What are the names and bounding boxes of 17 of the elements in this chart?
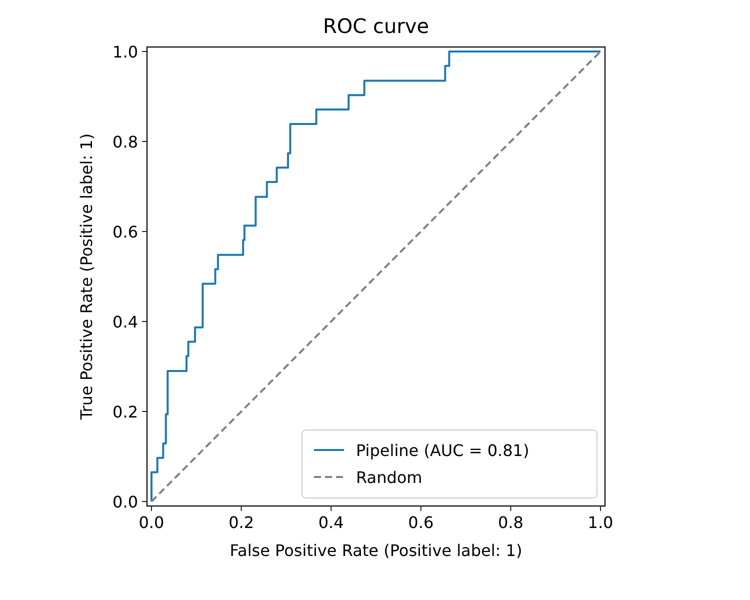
x-tick-label: 0.6 xyxy=(408,513,434,532)
x-tick-label: 0.8 xyxy=(498,513,524,532)
y-tick-label: 0.2 xyxy=(112,402,138,422)
y-tick-label: 0.4 xyxy=(112,312,138,332)
legend-label: Pipeline (AUC = 0.81) xyxy=(356,441,530,460)
x-axis-title: False Positive Rate (Positive label: 1) xyxy=(230,541,522,560)
y-tick-label: 0.0 xyxy=(112,492,138,512)
y-tick-label: 0.8 xyxy=(112,132,138,152)
x-tick-label: 0.0 xyxy=(138,513,164,532)
y-tick-label: 1.0 xyxy=(112,42,138,62)
y-tick-label: 0.6 xyxy=(112,222,138,242)
x-tick-label: 0.4 xyxy=(318,513,344,532)
legend-label: Random xyxy=(356,468,422,487)
chart-title: ROC curve xyxy=(323,14,429,38)
x-tick-label: 0.2 xyxy=(228,513,254,532)
x-tick-label: 1.0 xyxy=(588,513,614,532)
y-axis-title: True Positive Rate (Positive label: 1) xyxy=(77,133,96,421)
